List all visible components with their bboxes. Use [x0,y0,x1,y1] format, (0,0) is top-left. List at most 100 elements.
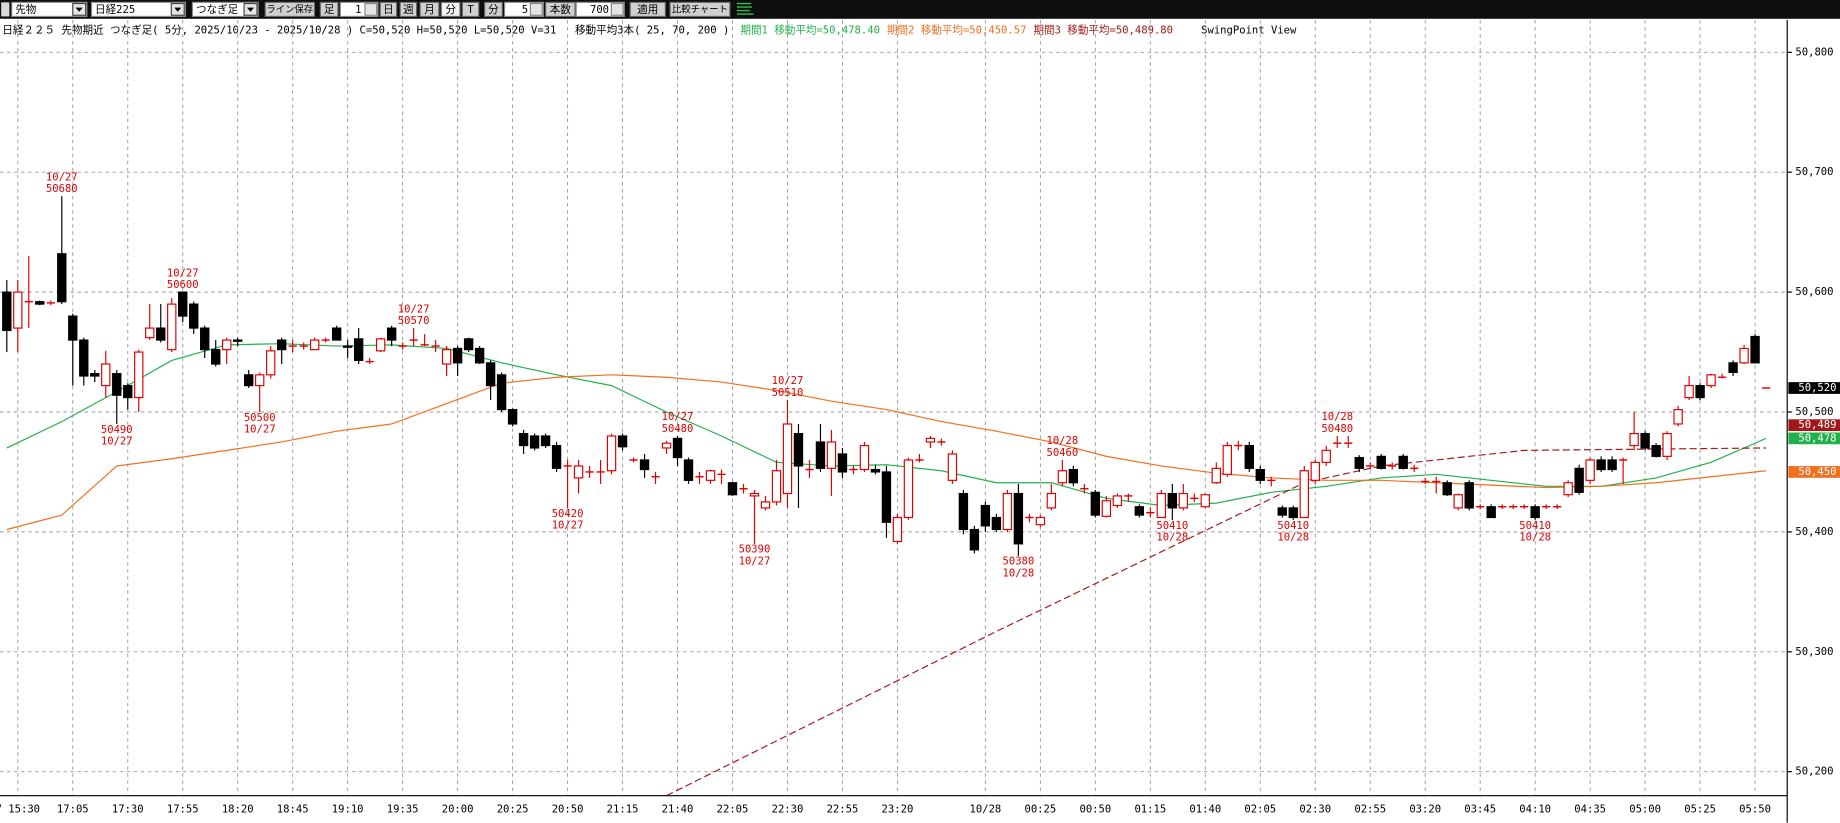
candle-body [189,303,199,329]
x-tick-label: 05:00 [1629,804,1661,816]
swing-price: 50410 [1519,520,1551,532]
swing-date: 10/27 [101,436,133,448]
x-tick-label: 23:20 [882,804,914,816]
index-select[interactable] [90,1,186,18]
candle-body [1398,455,1408,469]
x-tick-label: 20:50 [552,804,584,816]
minute-button[interactable] [440,1,461,18]
price-marker-label: 50,520 [1798,382,1836,394]
candle-body [1673,409,1683,425]
candle-body [892,516,903,543]
candle-body [1068,468,1079,484]
axes: 50,200 50,300 50,400 50,500 50,600 50,700 50,8… [0,46,1840,816]
candle-body [496,374,507,411]
unit-label: 分 [488,4,499,16]
candle-body [1200,494,1210,508]
x-tick-label: 02:30 [1299,804,1331,816]
x-tick-label: 21:15 [607,804,639,816]
candle-body [233,339,243,342]
menu-icon[interactable] [1,2,10,17]
candle-body [1596,459,1606,471]
candle-body [353,338,364,362]
candle-body [1607,459,1617,471]
chart-title: 日経２２５ 先物期近 つなぎ足( 5分, 2025/10/23 - 2025/1… [2,24,556,37]
apply-button[interactable] [629,1,666,18]
week-button[interactable] [399,1,418,18]
candle-body [1156,492,1167,519]
x-tick-label: 17:55 [167,804,199,816]
foot-count-text: 1 [355,4,361,16]
candle-body [518,432,529,447]
x-tick-label: 7 15:30 [0,804,40,816]
candle-body [1750,335,1760,364]
candle-body [1046,492,1057,509]
moving-average-line [666,447,1767,796]
candle-body [1321,449,1331,463]
candle-body [244,374,254,387]
y-tick-label: 50,600 [1795,286,1833,298]
candle-body [925,437,936,443]
chart-kind-select-text: つなぎ足 [196,3,239,16]
candle-body [57,253,67,303]
swing-date: 10/27 [167,267,199,279]
grid [0,19,1788,796]
day-button[interactable] [379,1,398,18]
compare-button[interactable] [669,1,731,18]
candle-body [79,339,89,377]
candle-body [529,435,540,449]
candle-body [1013,492,1024,545]
index-select-text: 日経225 [95,3,135,16]
candle-body [1640,432,1650,449]
save-line-button[interactable] [264,1,316,18]
candle-body [485,362,496,387]
x-tick-label: 22:05 [717,804,749,816]
candle-body [1585,459,1595,481]
swing-date: 10/28 [1277,532,1309,544]
x-tick-label: 01:40 [1189,804,1221,816]
swing-date: 10/28 [1046,435,1078,447]
compare-icon[interactable] [736,2,754,15]
x-tick-label: 04:35 [1574,804,1606,816]
x-tick-label: 03:20 [1409,804,1441,816]
tick-button[interactable] [461,1,480,18]
x-tick-label: 10/28 [970,804,1002,816]
candle-body [1310,461,1320,481]
swing-price: 50480 [662,423,694,435]
chart-subtitle: 移動平均3本( 25, 70, 200 ) [575,24,729,37]
swing-price: 50500 [244,412,276,424]
candle-body [683,459,694,481]
spinner[interactable] [364,2,378,16]
plot-area: 10/275068010/275060010/275057010/2750480… [2,171,1771,796]
candle-body [1090,491,1101,516]
swing-date: 10/27 [739,555,771,567]
chart-kind-select[interactable] [191,1,259,18]
candle-body [90,373,100,377]
candle-body [134,351,144,399]
swing-date: 10/28 [1156,532,1188,544]
candle-body [815,441,826,469]
candle-body [375,338,386,352]
swing-price: 50390 [739,544,771,556]
spinner[interactable] [529,2,543,16]
candle-body [1464,482,1474,509]
x-tick-label: 05:25 [1684,804,1716,816]
month-button[interactable] [419,1,440,18]
candle-body [859,444,870,471]
candle-body [309,339,320,351]
swing-date: 10/28 [1519,532,1551,544]
candle-body [771,470,782,503]
swing-date: 10/28 [1003,567,1035,579]
bars-label-box [545,1,576,18]
swing-price: 50680 [46,183,78,195]
spinner[interactable] [610,2,624,16]
candle-body [200,327,210,351]
candle-body [540,435,551,447]
market-select[interactable] [11,1,88,18]
week-button-text: 週 [403,4,414,16]
